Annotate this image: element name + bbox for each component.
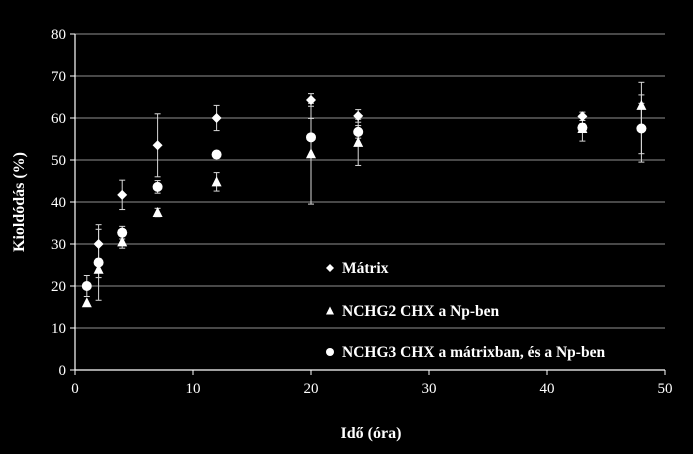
y-tick-label: 20 bbox=[51, 279, 66, 295]
y-tick-label: 10 bbox=[51, 321, 66, 337]
point-nchg3 bbox=[353, 126, 364, 137]
x-tick-label: 10 bbox=[186, 381, 201, 397]
point-matrix bbox=[152, 140, 163, 151]
legend-label-nchg3: NCHG3 CHX a mátrixban, és a Np-ben bbox=[342, 344, 605, 361]
point-nchg2 bbox=[211, 176, 222, 187]
legend-marker-matrix bbox=[326, 264, 334, 272]
point-nchg3 bbox=[636, 123, 647, 134]
x-tick-label: 0 bbox=[71, 381, 79, 397]
point-matrix bbox=[93, 239, 104, 249]
point-nchg2 bbox=[81, 297, 92, 308]
legend-label-matrix: Mátrix bbox=[342, 260, 389, 277]
point-matrix bbox=[117, 189, 128, 200]
x-tick-label: 30 bbox=[422, 381, 437, 397]
point-nchg3 bbox=[152, 181, 163, 192]
point-nchg3 bbox=[211, 149, 222, 160]
y-tick-label: 80 bbox=[51, 27, 66, 43]
y-tick-label: 60 bbox=[51, 111, 66, 127]
point-nchg3 bbox=[306, 132, 316, 143]
point-matrix bbox=[211, 113, 222, 123]
point-matrix bbox=[577, 111, 588, 122]
legend-marker-nchg3 bbox=[326, 348, 334, 356]
point-nchg2 bbox=[636, 99, 647, 110]
legend: Mátrix NCHG2 CHX a Np-ben NCHG3 CHX a mátr… bbox=[326, 260, 605, 361]
legend-label-nchg2: NCHG2 CHX a Np-ben bbox=[342, 303, 500, 320]
axes: 0 10 20 30 40 50 60 70 80 0 10 20 30 40 50 bbox=[51, 27, 673, 397]
point-nchg2 bbox=[117, 236, 128, 247]
point-nchg2 bbox=[93, 263, 104, 274]
point-nchg2 bbox=[152, 207, 163, 217]
point-nchg2 bbox=[306, 148, 316, 159]
x-axis-title: Idő (óra) bbox=[341, 425, 402, 442]
point-matrix bbox=[306, 94, 316, 105]
y-tick-label: 50 bbox=[51, 153, 66, 169]
point-nchg3 bbox=[577, 122, 588, 133]
point-nchg2 bbox=[353, 136, 364, 147]
point-nchg3 bbox=[117, 227, 128, 238]
data-points bbox=[81, 94, 647, 308]
point-nchg3 bbox=[93, 257, 104, 268]
y-tick-label: 0 bbox=[59, 363, 67, 379]
gridlines bbox=[75, 33, 665, 329]
x-tick-label: 40 bbox=[540, 381, 555, 397]
y-axis-title: Kioldódás (%) bbox=[11, 152, 28, 252]
x-tick-label: 50 bbox=[658, 381, 673, 397]
y-tick-label: 70 bbox=[51, 69, 66, 85]
x-tick-label: 20 bbox=[304, 381, 319, 397]
point-matrix bbox=[353, 110, 364, 121]
point-nchg3 bbox=[81, 281, 92, 291]
legend-marker-nchg2 bbox=[326, 306, 334, 315]
y-tick-label: 30 bbox=[51, 237, 66, 253]
y-tick-label: 40 bbox=[51, 195, 66, 211]
